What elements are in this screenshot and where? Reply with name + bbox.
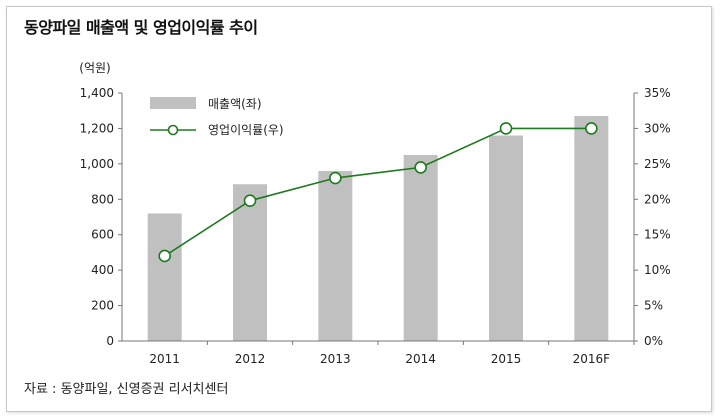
right-tick-label: 0% <box>644 334 663 348</box>
bar-2015 <box>489 135 523 341</box>
x-tick-label: 2015 <box>491 352 522 366</box>
operating-margin-point-2016F <box>585 122 598 135</box>
left-tick-label: 0 <box>106 334 114 348</box>
bar-2014 <box>403 155 438 341</box>
right-tick-label: 20% <box>644 192 671 206</box>
x-tick-label: 2013 <box>320 352 351 366</box>
operating-margin-point-2012 <box>243 194 257 208</box>
bar-2012 <box>233 184 267 341</box>
left-tick-label: 600 <box>91 228 114 242</box>
legend-bar-swatch <box>150 97 196 109</box>
right-tick-label: 5% <box>644 299 663 313</box>
bar-2011 <box>147 213 182 341</box>
left-tick-label: 800 <box>91 192 114 206</box>
legend-bar-label: 매출액(좌) <box>208 97 262 111</box>
right-tick-label: 10% <box>644 263 671 277</box>
right-tick-label: 25% <box>644 157 671 171</box>
x-tick-label: 2011 <box>149 352 180 366</box>
right-tick-label: 30% <box>644 121 671 135</box>
operating-margin-point-2015 <box>499 122 513 135</box>
bar-2016F <box>574 116 609 342</box>
chart-title: 동양파일 매출액 및 영업이익률 추이 <box>24 18 258 37</box>
left-tick-label: 1,000 <box>80 157 114 171</box>
operating-margin-line <box>164 127 592 257</box>
left-tick-label: 400 <box>91 263 114 277</box>
left-tick-label: 1,200 <box>80 121 114 135</box>
legend-line-marker <box>167 124 179 136</box>
right-tick-label: 35% <box>644 86 671 100</box>
operating-margin-point-2013 <box>329 171 342 185</box>
right-tick-label: 15% <box>644 228 671 242</box>
left-tick-label: 1,400 <box>80 86 114 100</box>
x-tick-label: 2014 <box>405 352 436 366</box>
operating-margin-point-2014 <box>414 161 427 174</box>
x-tick-label: 2016F <box>573 352 611 366</box>
left-tick-label: 200 <box>91 299 114 313</box>
operating-margin-point-2011 <box>158 249 171 263</box>
bar-2013 <box>318 170 353 341</box>
left-unit-label: (억원) <box>79 61 110 75</box>
legend-line-label: 영업이익률(우) <box>208 123 284 137</box>
chart-source: 자료 : 동양파일, 신영증권 리서치센터 <box>24 382 229 397</box>
x-tick-label: 2012 <box>235 352 266 366</box>
